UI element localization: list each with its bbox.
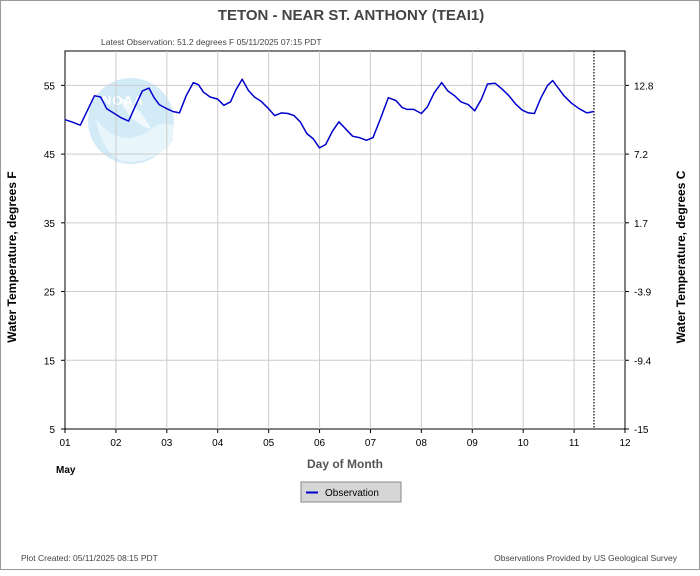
- x-tick-label: 05: [263, 438, 275, 449]
- y-tick-label-right: -9.4: [634, 356, 652, 367]
- y-axis-label-left: Water Temperature, degrees F: [5, 171, 19, 342]
- x-tick-label: 03: [161, 438, 173, 449]
- x-tick-label: 06: [314, 438, 326, 449]
- noaa-logo-icon: NOAA: [88, 78, 174, 164]
- axis-layer: 01 02 03 04 05 06 07 08 09 10 11 12 5 -15 15 -9.4 25 -3.9…: [44, 81, 654, 449]
- legend: Observation: [300, 481, 402, 503]
- plot-created-text: Plot Created: 05/11/2025 08:15 PDT: [21, 553, 158, 563]
- month-label: May: [56, 465, 76, 476]
- x-tick-label: 01: [59, 438, 71, 449]
- y-tick-label-right: 12.8: [634, 81, 654, 92]
- y-tick-label-left: 15: [44, 356, 56, 367]
- y-tick-label-left: 25: [44, 288, 56, 299]
- series-layer: [64, 78, 595, 149]
- chart-subtitle: Latest Observation: 51.2 degrees F 05/11…: [101, 37, 322, 47]
- x-tick-label: 11: [569, 438, 580, 449]
- y-tick-label-right: -15: [634, 425, 649, 436]
- legend-box: [300, 481, 402, 503]
- provider-text: Observations Provided by US Geological S…: [494, 553, 678, 563]
- series-line-observation: [64, 78, 595, 149]
- x-tick-label: 04: [212, 438, 224, 449]
- x-tick-label: 07: [365, 438, 377, 449]
- y-tick-label-left: 35: [44, 219, 56, 230]
- y-tick-label-left: 55: [44, 81, 56, 92]
- x-tick-label: 12: [619, 438, 631, 449]
- y-tick-label-right: 1.7: [634, 219, 648, 230]
- y-tick-label-right: -3.9: [634, 288, 652, 299]
- x-tick-label: 02: [110, 438, 122, 449]
- x-tick-label: 09: [467, 438, 479, 449]
- y-tick-label-left: 45: [44, 150, 56, 161]
- y-axis-label-right: Water Temperature, degrees C: [674, 170, 688, 343]
- x-tick-label: 08: [416, 438, 428, 449]
- legend-label-observation: Observation: [325, 488, 379, 499]
- y-tick-label-right: 7.2: [634, 150, 648, 161]
- y-tick-label-left: 5: [49, 425, 55, 436]
- chart-title: TETON - NEAR ST. ANTHONY (TEAI1): [218, 7, 484, 24]
- x-axis-label: Day of Month: [307, 457, 383, 471]
- x-tick-label: 10: [518, 438, 530, 449]
- noaa-logo-text: NOAA: [102, 93, 144, 108]
